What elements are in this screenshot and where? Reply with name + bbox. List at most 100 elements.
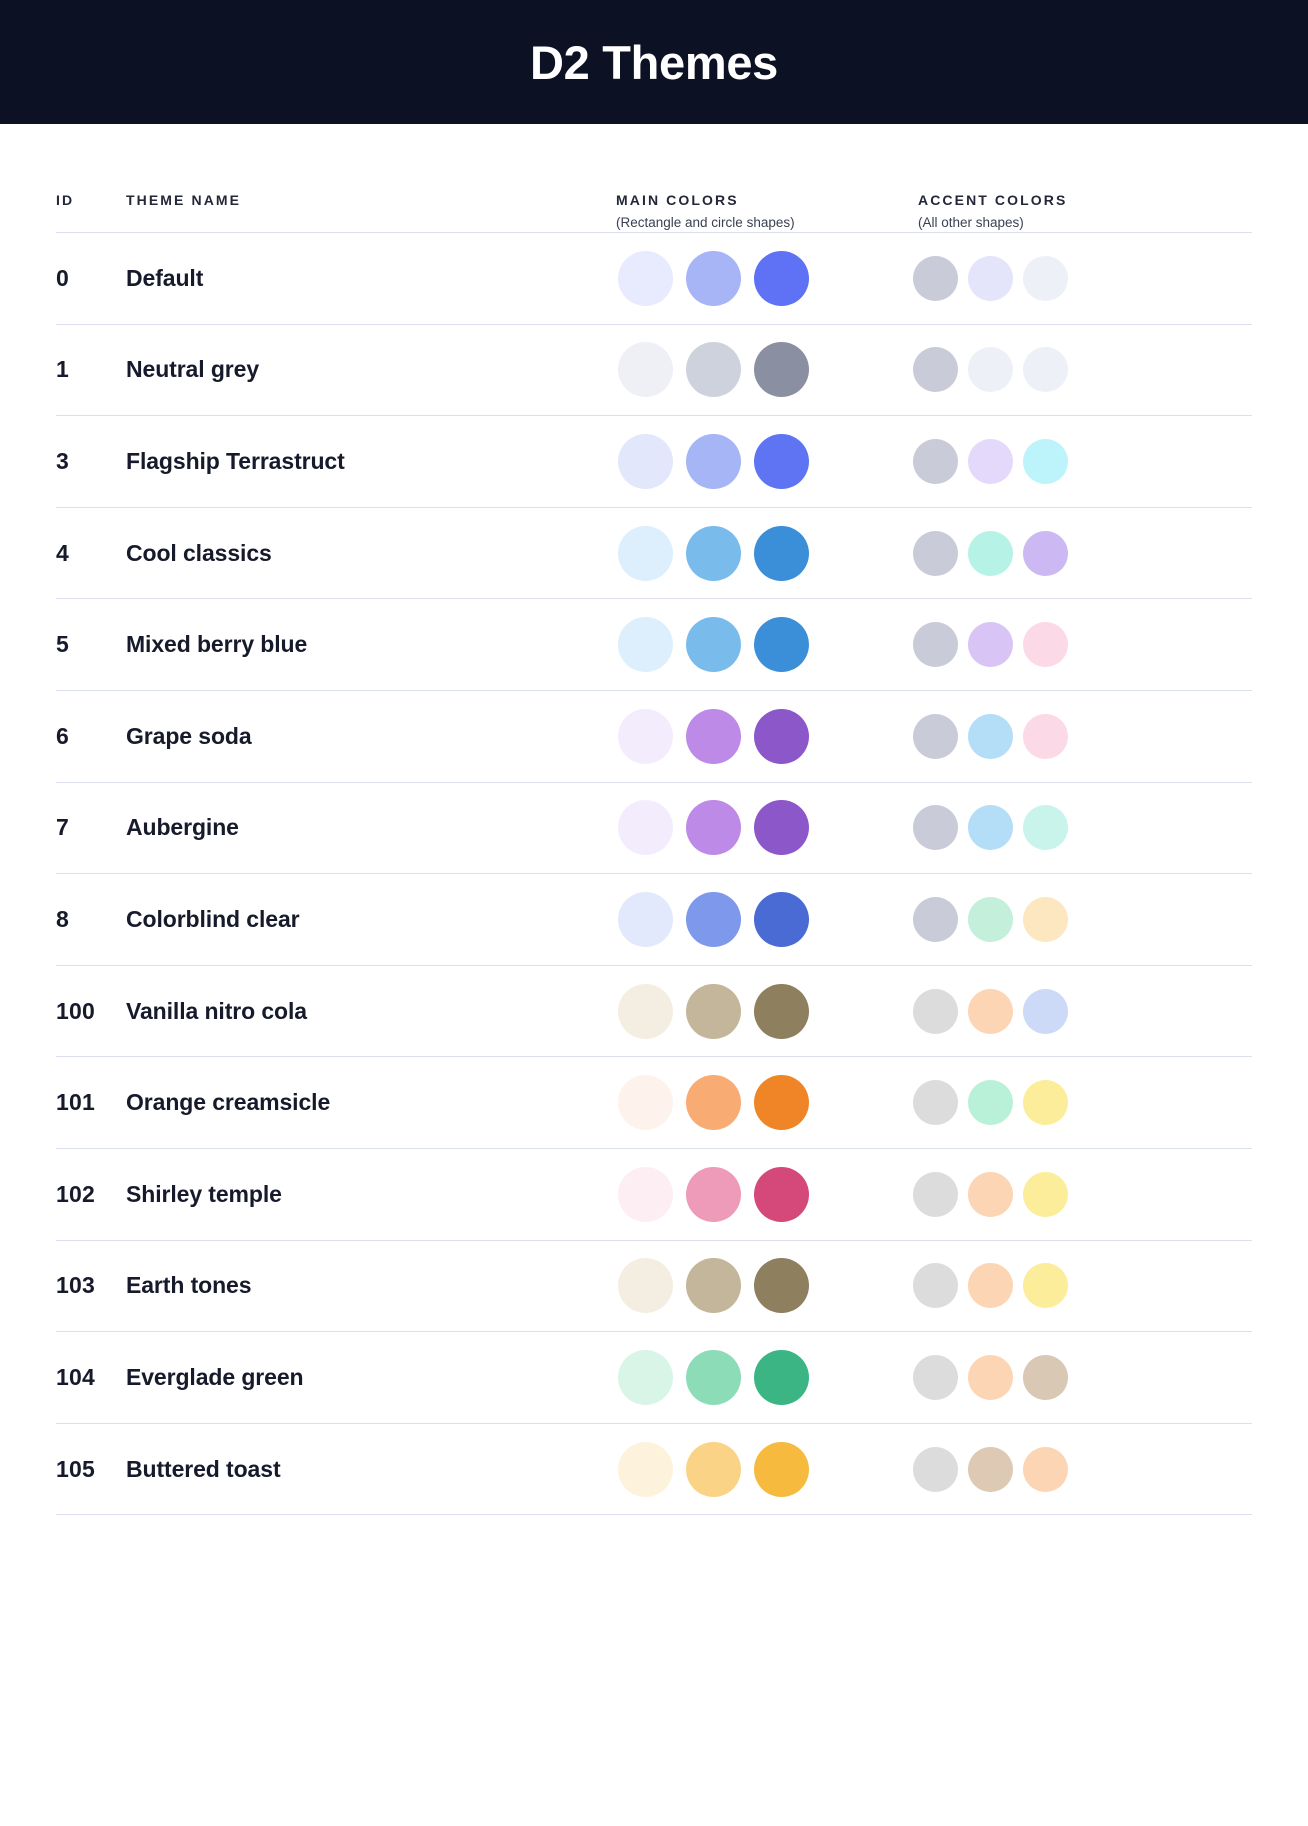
table-row[interactable]: 100 Vanilla nitro cola [56,966,1252,1057]
accent-color-swatch [913,438,958,484]
theme-name: Everglade green [126,1363,304,1390]
row-divider [56,1056,1252,1058]
main-colors-group [618,433,809,489]
main-colors-group [618,250,809,306]
theme-name: Cool classics [126,539,272,566]
main-color-swatch [754,617,809,673]
table-row[interactable]: 101 Orange creamsicle [56,1057,1252,1148]
row-divider [56,781,1252,783]
accent-color-swatch [1023,1354,1068,1400]
row-divider [56,873,1252,875]
accent-color-swatch [968,1354,1013,1400]
main-color-swatch [754,250,809,306]
column-header-theme-name: THEME NAME [126,192,242,208]
accent-color-swatch [968,1263,1013,1309]
page-banner: D2 Themes [0,0,1308,124]
table-row[interactable]: 4 Cool classics [56,508,1252,599]
row-divider [56,1514,1252,1516]
accent-colors-group [913,988,1068,1034]
main-color-swatch [754,800,809,856]
accent-colors-group [913,530,1068,576]
main-color-swatch [754,891,809,947]
theme-name: Aubergine [126,814,239,841]
main-color-swatch [754,1441,809,1497]
accent-colors-group [913,1446,1068,1492]
accent-colors-group [913,622,1068,668]
theme-id: 103 [56,1272,95,1299]
accent-color-swatch [913,1446,958,1492]
accent-color-swatch [968,896,1013,942]
table-row[interactable]: 8 Colorblind clear [56,874,1252,965]
main-color-swatch [618,1349,673,1405]
main-color-swatch [686,342,741,398]
accent-color-swatch [1023,347,1068,393]
main-color-swatch [618,983,673,1039]
accent-color-swatch [913,255,958,301]
main-color-swatch [618,708,673,764]
table-row[interactable]: 105 Buttered toast [56,1424,1252,1515]
theme-name: Neutral grey [126,356,260,383]
table-row[interactable]: 104 Everglade green [56,1332,1252,1423]
main-color-swatch [618,342,673,398]
themes-table: ID THEME NAME MAIN COLORS (Rectangle and… [0,124,1308,1516]
column-subtitle-accent-colors: (All other shapes) [918,215,1024,230]
accent-color-swatch [913,1080,958,1126]
main-color-swatch [618,1075,673,1131]
theme-name: Orange creamsicle [126,1089,331,1116]
table-row[interactable]: 1 Neutral grey [56,325,1252,416]
page-title: D2 Themes [529,35,779,89]
main-color-swatch [686,891,741,947]
table-row[interactable]: 7 Aubergine [56,783,1252,874]
row-divider [56,1239,1252,1241]
accent-color-swatch [968,530,1013,576]
accent-colors-group [913,896,1068,942]
accent-color-swatch [1023,988,1068,1034]
main-color-swatch [618,800,673,856]
theme-id: 5 [56,631,69,658]
main-color-swatch [618,1258,673,1314]
table-row[interactable]: 102 Shirley temple [56,1149,1252,1240]
accent-color-swatch [968,438,1013,484]
accent-colors-group [913,1354,1068,1400]
main-colors-group [618,800,809,856]
column-header-id: ID [56,192,75,208]
main-colors-group [618,1441,809,1497]
main-colors-group [618,1258,809,1314]
table-row[interactable]: 3 Flagship Terrastruct [56,416,1252,507]
accent-color-swatch [1023,530,1068,576]
accent-color-swatch [913,1171,958,1217]
accent-color-swatch [968,1080,1013,1126]
main-color-swatch [686,1349,741,1405]
column-subtitle-main-colors: (Rectangle and circle shapes) [616,215,795,230]
accent-color-swatch [913,988,958,1034]
column-header-accent-colors: ACCENT COLORS [918,192,1068,208]
accent-colors-group [913,438,1068,484]
theme-name: Grape soda [126,722,252,749]
accent-colors-group [913,1080,1068,1126]
table-header-row: ID THEME NAME MAIN COLORS (Rectangle and… [56,124,1252,232]
main-color-swatch [754,1258,809,1314]
table-row[interactable]: 6 Grape soda [56,691,1252,782]
accent-color-swatch [1023,438,1068,484]
main-color-swatch [754,1349,809,1405]
accent-color-swatch [1023,1171,1068,1217]
table-row[interactable]: 5 Mixed berry blue [56,599,1252,690]
main-colors-group [618,1166,809,1222]
row-divider [56,323,1252,325]
accent-color-swatch [968,1171,1013,1217]
main-color-swatch [618,525,673,581]
row-divider [56,1422,1252,1424]
main-color-swatch [686,1166,741,1222]
main-colors-group [618,708,809,764]
main-color-swatch [686,983,741,1039]
main-color-swatch [618,1441,673,1497]
accent-color-swatch [968,1446,1013,1492]
table-row[interactable]: 103 Earth tones [56,1241,1252,1332]
main-color-swatch [686,708,741,764]
main-color-swatch [754,983,809,1039]
main-color-swatch [754,1166,809,1222]
table-row[interactable]: 0 Default [56,233,1252,324]
theme-name: Mixed berry blue [126,631,308,658]
theme-id: 1 [56,356,69,383]
